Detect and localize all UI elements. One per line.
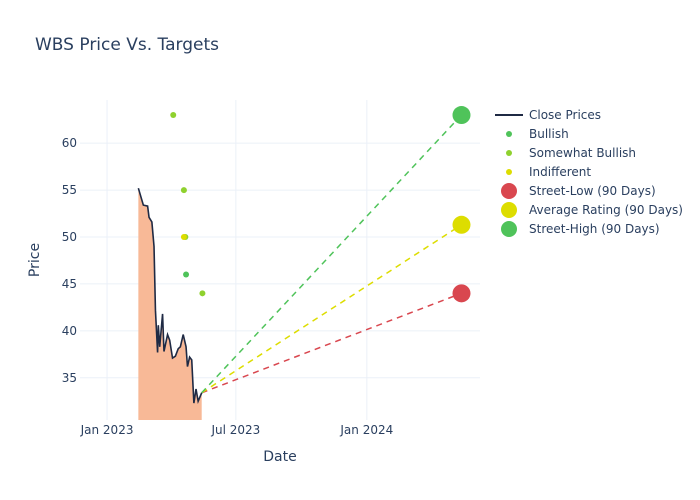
legend-label: Indifferent (529, 165, 591, 179)
legend-marker-icon (501, 183, 517, 199)
legend[interactable]: Close Prices Bullish Somewhat Bullish Indif… (495, 108, 683, 237)
legend-dot-icon (506, 169, 512, 175)
legend-item-rating: Indifferent (506, 165, 591, 179)
plot-area (137, 106, 471, 420)
rating-point (199, 290, 206, 297)
y-tick-label: 40 (62, 324, 77, 338)
legend-item-target: Street-Low (90 Days) (501, 183, 656, 199)
legend-marker-icon (501, 202, 517, 218)
target-trend-line (201, 224, 462, 394)
target-marker (452, 284, 471, 303)
legend-label: Somewhat Bullish (529, 146, 636, 160)
legend-label: Bullish (529, 127, 569, 141)
y-tick-label: 45 (62, 277, 77, 291)
legend-dot-icon (506, 150, 512, 156)
x-axis-label: Date (263, 449, 296, 465)
rating-point (180, 187, 187, 194)
legend-item-rating: Bullish (506, 127, 569, 141)
legend-label: Street-Low (90 Days) (529, 184, 656, 198)
target-marker (452, 106, 471, 125)
x-tick-label: Jan 2023 (80, 423, 134, 437)
target-trend-line (201, 292, 462, 394)
legend-item-close-prices: Close Prices (495, 108, 601, 122)
y-tick-label: 35 (62, 371, 77, 385)
x-tick-label: Jan 2024 (339, 423, 393, 437)
legend-label: Average Rating (90 Days) (529, 203, 683, 217)
close-price-line (137, 187, 203, 405)
y-tick-label: 55 (62, 183, 77, 197)
y-tick-label: 60 (62, 136, 77, 150)
rating-point (170, 112, 177, 119)
chart-title: WBS Price Vs. Targets (35, 35, 219, 55)
y-tick-label: 50 (62, 230, 77, 244)
rating-point (183, 271, 190, 278)
axes: 35 40 45 50 55 60 Jan 2023 Jul 2023 Jan 2024 (62, 136, 394, 437)
legend-marker-icon (501, 221, 517, 237)
legend-item-target: Street-High (90 Days) (501, 221, 660, 237)
legend-label: Street-High (90 Days) (529, 222, 660, 236)
legend-label: Close Prices (529, 108, 601, 122)
close-price-area (138, 188, 202, 420)
target-trend-line (201, 114, 463, 394)
legend-item-rating: Somewhat Bullish (506, 146, 636, 160)
target-marker (452, 215, 471, 234)
x-tick-label: Jul 2023 (210, 423, 260, 437)
y-axis-label: Price (27, 243, 43, 277)
rating-point (180, 234, 187, 241)
legend-item-target: Average Rating (90 Days) (501, 202, 683, 218)
legend-dot-icon (506, 131, 512, 137)
